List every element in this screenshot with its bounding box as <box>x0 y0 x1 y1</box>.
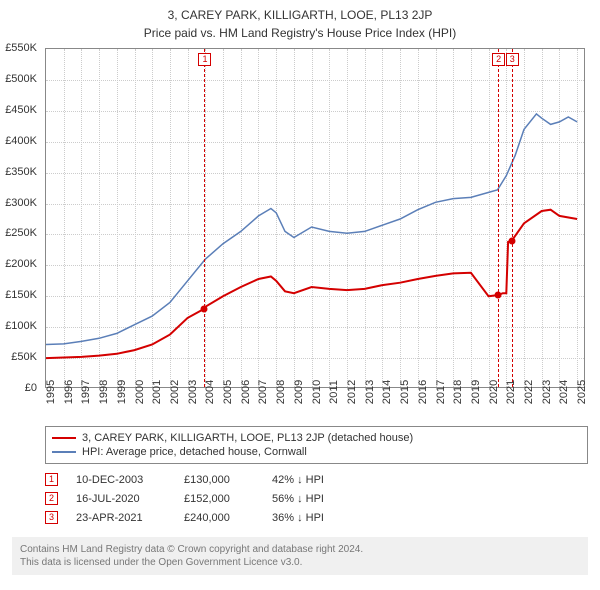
y-axis-label: £400K <box>0 135 37 147</box>
marker-index-box: 1 <box>198 53 211 66</box>
x-axis-label: 2013 <box>364 380 376 404</box>
marker-line <box>512 49 513 387</box>
x-axis-label: 2019 <box>470 380 482 404</box>
x-axis-label: 2001 <box>151 380 163 404</box>
x-axis-label: 2016 <box>417 380 429 404</box>
chart-lines <box>46 49 586 389</box>
legend-label: 3, CAREY PARK, KILLIGARTH, LOOE, PL13 2J… <box>82 432 413 444</box>
event-row: 1 10-DEC-2003 £130,000 42% ↓ HPI <box>45 470 588 489</box>
chart-subtitle: Price paid vs. HM Land Registry's House … <box>0 22 600 48</box>
event-date: 16-JUL-2020 <box>76 493 166 505</box>
marker-line <box>204 49 205 387</box>
legend-item: HPI: Average price, detached house, Corn… <box>52 445 581 459</box>
event-date: 23-APR-2021 <box>76 512 166 524</box>
y-axis-label: £550K <box>0 42 37 54</box>
event-index-box: 2 <box>45 492 58 505</box>
event-price: £152,000 <box>184 493 254 505</box>
footer-attribution: Contains HM Land Registry data © Crown c… <box>12 537 588 575</box>
event-pct: 36% ↓ HPI <box>272 512 362 524</box>
chart-area: £0£50K£100K£150K£200K£250K£300K£350K£400… <box>45 48 585 418</box>
y-axis-label: £100K <box>0 320 37 332</box>
y-axis-label: £250K <box>0 227 37 239</box>
x-axis-label: 1997 <box>80 380 92 404</box>
marker-dot <box>495 292 502 299</box>
x-axis-label: 2005 <box>222 380 234 404</box>
x-axis-label: 2024 <box>558 380 570 404</box>
x-axis-label: 2002 <box>169 380 181 404</box>
x-axis-label: 2004 <box>204 380 216 404</box>
y-axis-label: £450K <box>0 104 37 116</box>
marker-index-box: 2 <box>492 53 505 66</box>
x-axis-label: 2014 <box>381 380 393 404</box>
x-axis-label: 2008 <box>275 380 287 404</box>
x-axis-label: 2010 <box>311 380 323 404</box>
event-pct: 56% ↓ HPI <box>272 493 362 505</box>
marker-dot <box>508 237 515 244</box>
x-axis-label: 2017 <box>435 380 447 404</box>
legend-label: HPI: Average price, detached house, Corn… <box>82 446 307 458</box>
y-axis-label: £0 <box>0 382 37 394</box>
legend-swatch <box>52 451 76 453</box>
event-pct: 42% ↓ HPI <box>272 474 362 486</box>
chart-title: 3, CAREY PARK, KILLIGARTH, LOOE, PL13 2J… <box>0 0 600 22</box>
y-axis-label: £350K <box>0 166 37 178</box>
x-axis-label: 2009 <box>293 380 305 404</box>
x-axis-label: 2006 <box>240 380 252 404</box>
event-price: £130,000 <box>184 474 254 486</box>
y-axis-label: £500K <box>0 73 37 85</box>
plot-region: 1 23 <box>45 48 585 388</box>
event-index-box: 3 <box>45 511 58 524</box>
event-price: £240,000 <box>184 512 254 524</box>
legend-swatch <box>52 437 76 439</box>
marker-line <box>498 49 499 387</box>
x-axis-label: 2007 <box>257 380 269 404</box>
y-axis-label: £50K <box>0 351 37 363</box>
x-axis-label: 2012 <box>346 380 358 404</box>
event-index-box: 1 <box>45 473 58 486</box>
marker-dot <box>201 305 208 312</box>
x-axis-label: 2003 <box>187 380 199 404</box>
x-axis-label: 2023 <box>541 380 553 404</box>
legend-item: 3, CAREY PARK, KILLIGARTH, LOOE, PL13 2J… <box>52 431 581 445</box>
x-axis-label: 1998 <box>98 380 110 404</box>
event-row: 2 16-JUL-2020 £152,000 56% ↓ HPI <box>45 489 588 508</box>
y-axis-label: £300K <box>0 197 37 209</box>
x-axis-label: 2022 <box>523 380 535 404</box>
marker-index-box: 3 <box>506 53 519 66</box>
x-axis-label: 2011 <box>328 380 340 404</box>
x-axis-label: 2015 <box>399 380 411 404</box>
x-axis-label: 1995 <box>45 380 57 404</box>
x-axis-label: 2020 <box>488 380 500 404</box>
x-axis-label: 2025 <box>576 380 588 404</box>
x-axis-label: 2000 <box>134 380 146 404</box>
y-axis-label: £150K <box>0 289 37 301</box>
x-axis-label: 1996 <box>63 380 75 404</box>
event-row: 3 23-APR-2021 £240,000 36% ↓ HPI <box>45 508 588 527</box>
footer-line2: This data is licensed under the Open Gov… <box>20 556 580 569</box>
footer-line1: Contains HM Land Registry data © Crown c… <box>20 543 580 556</box>
events-table: 1 10-DEC-2003 £130,000 42% ↓ HPI 2 16-JUL-202… <box>45 470 588 527</box>
y-axis-label: £200K <box>0 258 37 270</box>
x-axis-label: 1999 <box>116 380 128 404</box>
event-date: 10-DEC-2003 <box>76 474 166 486</box>
legend-box: 3, CAREY PARK, KILLIGARTH, LOOE, PL13 2J… <box>45 426 588 464</box>
x-axis-label: 2021 <box>505 380 517 404</box>
x-axis-label: 2018 <box>452 380 464 404</box>
